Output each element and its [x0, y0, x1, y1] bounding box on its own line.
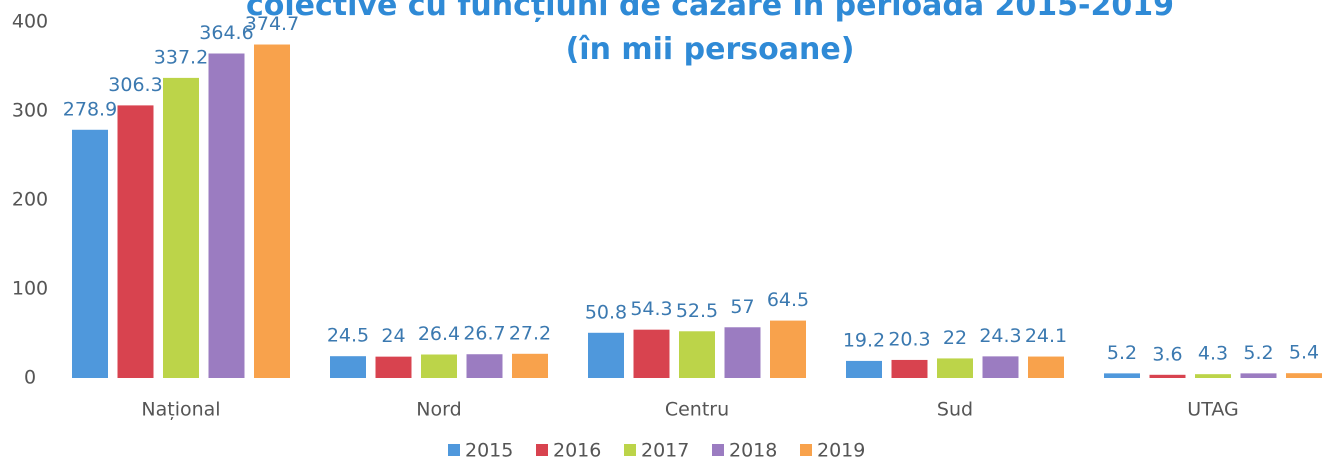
value-label: 337.2: [154, 46, 208, 68]
bar: [421, 354, 457, 378]
value-label: 57: [730, 296, 754, 318]
value-label: 5.2: [1107, 342, 1137, 364]
value-label: 20.3: [888, 328, 930, 350]
bar: [1240, 373, 1277, 378]
x-tick-label: Centru: [665, 399, 729, 421]
value-label: 364.6: [199, 22, 253, 44]
legend-swatch: [624, 444, 636, 456]
bar: [1104, 373, 1140, 378]
x-tick-label: Sud: [937, 399, 973, 421]
bar: [1028, 356, 1064, 378]
value-label: 22: [943, 327, 967, 349]
value-label: 5.4: [1289, 342, 1319, 364]
x-tick-label: Național: [141, 399, 220, 421]
legend-label: 2016: [553, 440, 601, 459]
value-label: 4.3: [1198, 343, 1228, 365]
value-label: 19.2: [843, 329, 885, 351]
bar: [982, 356, 1019, 378]
bar: [724, 327, 761, 378]
bar: [466, 354, 503, 378]
value-label: 24.3: [979, 325, 1021, 347]
legend-label: 2017: [641, 440, 689, 459]
value-label: 27.2: [509, 322, 551, 344]
legend-swatch: [800, 444, 812, 456]
bar: [633, 329, 670, 378]
bar: [72, 129, 108, 378]
y-tick-label: 100: [12, 278, 48, 300]
value-label: 3.6: [1152, 343, 1182, 365]
x-tick-label: Nord: [416, 399, 461, 421]
legend-label: 2018: [729, 440, 777, 459]
value-label: 54.3: [630, 298, 672, 320]
bar: [117, 105, 154, 378]
x-tick-label: UTAG: [1187, 399, 1238, 421]
value-label: 278.9: [63, 98, 117, 120]
bar: [1286, 373, 1322, 378]
bar: [1149, 374, 1186, 378]
bar: [679, 331, 715, 378]
value-label: 374.7: [245, 13, 299, 35]
legend-label: 2015: [465, 440, 513, 459]
bar: [330, 356, 366, 378]
y-tick-label: 400: [12, 11, 48, 33]
y-tick-label: 0: [24, 367, 36, 389]
y-tick-label: 300: [12, 100, 48, 122]
value-label: 24.1: [1025, 325, 1067, 347]
value-label: 24.5: [327, 325, 369, 347]
bar: [163, 77, 199, 378]
value-label: 50.8: [585, 301, 627, 323]
value-label: 5.2: [1243, 342, 1273, 364]
legend-swatch: [536, 444, 548, 456]
legend-swatch: [448, 444, 460, 456]
bar: [770, 320, 806, 378]
bar: [1195, 374, 1231, 378]
bar: [891, 359, 928, 378]
bar: [937, 358, 973, 378]
value-label: 26.7: [463, 323, 505, 345]
legend-swatch: [712, 444, 724, 456]
legend-label: 2019: [817, 440, 865, 459]
bar: [846, 360, 882, 378]
chart-title: colective cu funcțiuni de cazare în peri…: [245, 0, 1174, 67]
value-label: 306.3: [108, 74, 162, 96]
bar: [208, 53, 245, 378]
y-tick-label: 200: [12, 189, 48, 211]
value-label: 64.5: [767, 289, 809, 311]
value-label: 26.4: [418, 323, 460, 345]
bar: [512, 353, 548, 378]
bar: [375, 356, 412, 378]
value-label: 52.5: [676, 300, 718, 322]
value-label: 24: [381, 325, 405, 347]
bar: [588, 332, 624, 378]
bar: [254, 44, 290, 378]
